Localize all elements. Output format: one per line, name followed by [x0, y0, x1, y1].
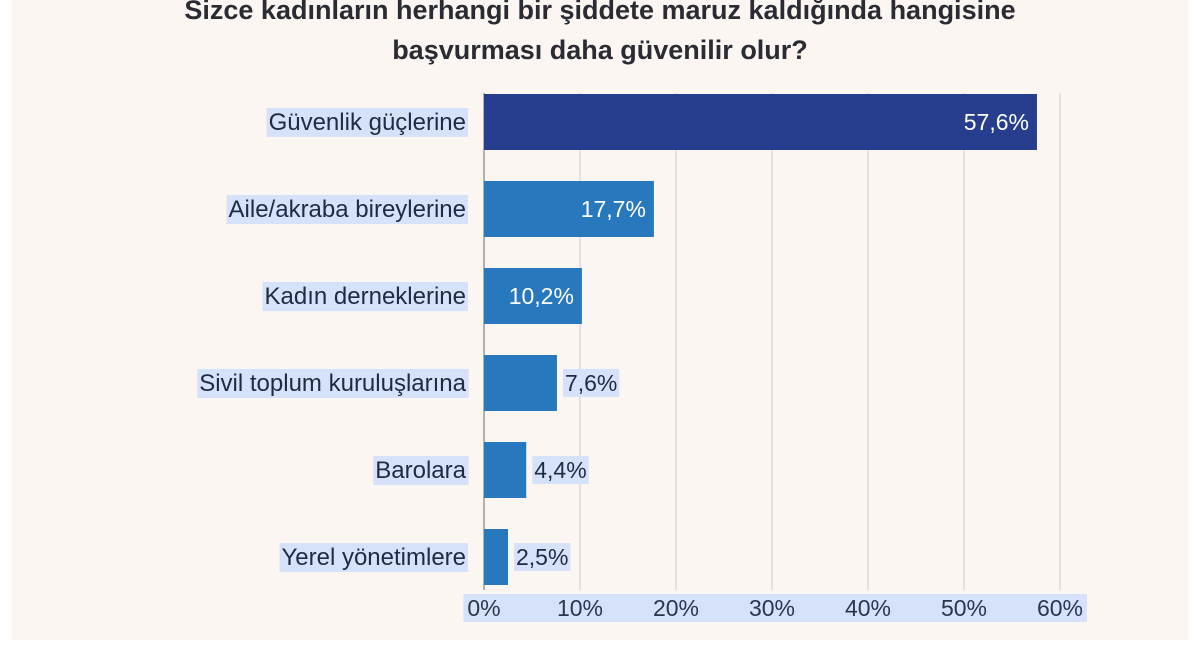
- value-label: 57,6%: [964, 109, 1029, 135]
- value-label: 10,2%: [509, 283, 574, 309]
- category-label-highlight: [279, 543, 468, 572]
- x-axis-label-highlight: [463, 594, 1088, 622]
- x-tick-label: 40%: [845, 595, 891, 621]
- category-label-highlight: [373, 456, 469, 485]
- bar: [484, 442, 527, 498]
- chart-title-line-2: başvurması daha güvenilir olur?: [392, 35, 808, 65]
- x-tick-label: 30%: [749, 595, 795, 621]
- grid-lines: [483, 93, 1061, 590]
- category-label: Kadın derneklerine: [265, 283, 466, 310]
- x-tick-label: 20%: [653, 595, 699, 621]
- value-label: 17,7%: [581, 196, 646, 222]
- category-label: Yerel yönetimlere: [281, 544, 466, 571]
- bar: [484, 529, 508, 585]
- category-label-highlight: [197, 369, 469, 398]
- bar: [484, 94, 1037, 150]
- value-label-highlight: [514, 543, 571, 571]
- category-label: Barolara: [375, 457, 466, 484]
- bar: [484, 268, 582, 324]
- value-label-highlight: [562, 369, 620, 397]
- x-tick-label: 0%: [467, 595, 500, 621]
- category-label-highlight: [262, 282, 468, 311]
- x-tick-label: 50%: [941, 595, 987, 621]
- category-label: Sivil toplum kuruluşlarına: [199, 370, 466, 397]
- category-label-highlight: [266, 108, 468, 137]
- category-label-highlight: [226, 195, 468, 224]
- bar: [484, 181, 654, 237]
- value-label: 7,6%: [565, 370, 617, 396]
- category-label: Güvenlik güçlerine: [269, 109, 466, 136]
- chart-title: Sizce kadınların herhangi bir şiddete ma…: [0, 0, 1200, 70]
- x-tick-label: 10%: [557, 595, 603, 621]
- x-tick-label: 60%: [1037, 595, 1083, 621]
- value-label-highlight: [532, 456, 589, 484]
- value-label: 2,5%: [516, 544, 568, 570]
- value-label: 4,4%: [534, 457, 586, 483]
- bars: [484, 94, 1037, 585]
- labels: Güvenlik güçlerine 57,6% Aile/akraba birey…: [197, 108, 1088, 622]
- category-label: Aile/akraba bireylerine: [229, 196, 466, 223]
- chart-title-line-1: Sizce kadınların herhangi bir şiddete ma…: [184, 0, 1016, 25]
- bar: [484, 355, 557, 411]
